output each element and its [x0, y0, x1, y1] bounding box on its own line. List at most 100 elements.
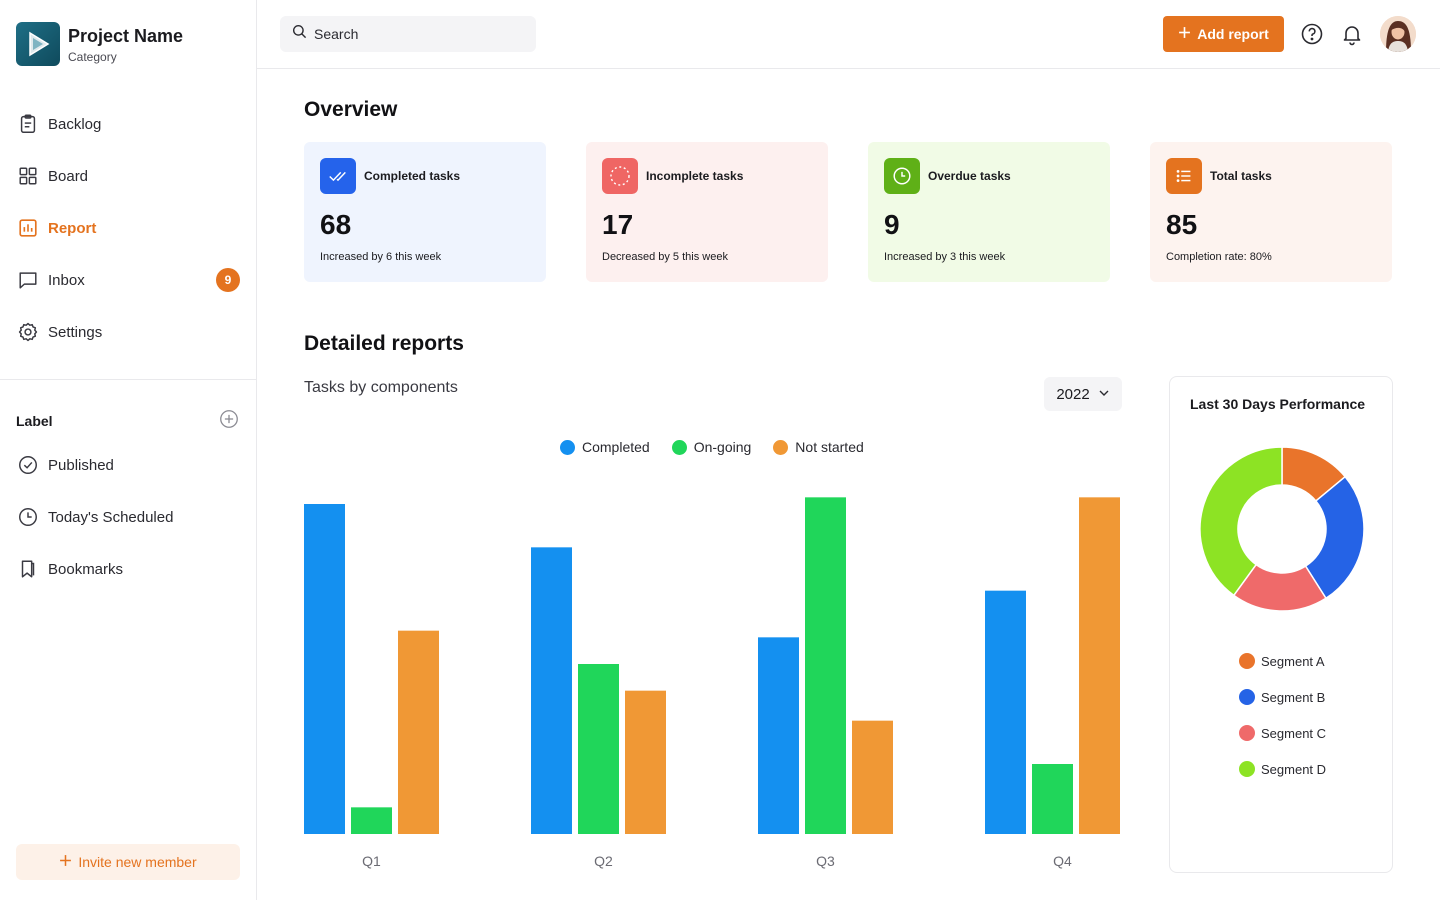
bar-q4-on-going[interactable] [1032, 764, 1073, 834]
top-bar: Add report [257, 0, 1440, 69]
bar-q1-not-started[interactable] [398, 630, 439, 834]
legend-item-not-started[interactable]: Not started [773, 439, 864, 455]
legend-label: Completed [582, 439, 650, 455]
stat-card-note: Completion rate: 80% [1166, 251, 1272, 263]
stat-card-note: Increased by 3 this week [884, 251, 1006, 263]
double-check-icon [320, 158, 356, 194]
detailed-reports-title: Detailed reports [304, 332, 464, 355]
grid-icon [16, 164, 40, 188]
legend-swatch [560, 439, 575, 455]
bookmark-icon [16, 557, 40, 581]
chart-icon [16, 216, 40, 240]
add-label-button[interactable] [218, 408, 240, 435]
bar-q3-completed[interactable] [758, 637, 799, 834]
nav-item-settings[interactable]: Settings [16, 306, 240, 358]
sidebar: Project Name Category Backlog Board [0, 0, 257, 900]
bar-q4-completed[interactable] [985, 590, 1026, 834]
legend-label: Segment D [1261, 761, 1327, 777]
label-list: Published Today's Scheduled Bookmarks [16, 439, 240, 595]
help-icon[interactable] [1300, 22, 1324, 46]
message-icon [16, 268, 40, 292]
label-item-text: Bookmarks [48, 560, 124, 578]
label-section-header: Label [16, 408, 240, 434]
bar-q3-not-started[interactable] [852, 720, 893, 834]
stat-card-incomplete: Incomplete tasks 17 Decreased by 5 this … [586, 142, 828, 282]
main-nav: Backlog Board Report [16, 98, 240, 358]
legend-label: Segment C [1261, 725, 1327, 741]
nav-item-report[interactable]: Report [16, 202, 240, 254]
overview-title: Overview [304, 98, 398, 121]
donut-legend: Segment A Segment B Segment C Segment D [1239, 643, 1326, 787]
chevron-down-icon [1098, 386, 1110, 403]
search-input[interactable] [314, 26, 514, 42]
bell-icon[interactable] [1340, 22, 1364, 46]
user-avatar[interactable] [1380, 16, 1416, 52]
x-tick-label: Q2 [594, 853, 613, 869]
stat-card-overdue: Overdue tasks 9 Increased by 3 this week [868, 142, 1110, 282]
legend-item-segment-c[interactable]: Segment C [1239, 715, 1326, 751]
search-box[interactable] [280, 16, 536, 52]
donut-slice-segment-b[interactable] [1304, 475, 1365, 600]
performance-card: Last 30 Days Performance Segment A Segme… [1169, 376, 1393, 873]
legend-label: Not started [795, 439, 864, 455]
check-circle-icon [16, 453, 40, 477]
legend-label: Segment B [1261, 689, 1326, 705]
legend-swatch [1239, 653, 1255, 669]
nav-item-backlog[interactable]: Backlog [16, 98, 240, 150]
stat-card-value: 85 [1166, 209, 1198, 240]
plus-icon [59, 854, 72, 870]
legend-swatch [773, 439, 789, 455]
label-item-text: Published [48, 456, 114, 474]
performance-title: Last 30 Days Performance [1190, 396, 1366, 412]
add-report-button[interactable]: Add report [1163, 16, 1284, 52]
clock-icon [884, 158, 920, 194]
legend-item-completed[interactable]: Completed [560, 439, 650, 455]
legend-item-ongoing[interactable]: On-going [671, 439, 752, 455]
brand[interactable]: Project Name Category [16, 22, 183, 66]
bar-q2-not-started[interactable] [625, 690, 666, 834]
invite-member-button[interactable]: Invite new member [16, 844, 240, 880]
bar-q2-on-going[interactable] [578, 664, 619, 834]
bar-q2-completed[interactable] [531, 547, 572, 834]
x-tick-label: Q3 [816, 853, 835, 869]
label-item-todays-scheduled[interactable]: Today's Scheduled [16, 491, 240, 543]
clipboard-icon [16, 112, 40, 136]
nav-item-inbox[interactable]: Inbox 9 [16, 254, 240, 306]
stat-card-title: Completed tasks [364, 169, 461, 183]
bar-q4-not-started[interactable] [1079, 497, 1120, 834]
label-item-text: Today's Scheduled [48, 508, 174, 526]
year-dropdown[interactable]: 2022 [1044, 377, 1122, 411]
legend-item-segment-b[interactable]: Segment B [1239, 679, 1326, 715]
label-item-published[interactable]: Published [16, 439, 240, 491]
stat-card-title: Overdue tasks [928, 169, 1011, 183]
stat-card-note: Decreased by 5 this week [602, 251, 728, 263]
nav-item-board[interactable]: Board [16, 150, 240, 202]
sidebar-divider [0, 379, 256, 380]
project-logo [16, 22, 60, 66]
bar-q3-on-going[interactable] [805, 497, 846, 834]
inbox-count-badge: 9 [216, 268, 240, 292]
legend-swatch [1239, 689, 1255, 705]
nav-label: Backlog [48, 115, 102, 133]
nav-label: Inbox [48, 271, 85, 289]
play-logo-icon [29, 31, 50, 57]
label-section-title: Label [16, 413, 53, 429]
legend-item-segment-a[interactable]: Segment A [1239, 643, 1326, 679]
legend-swatch [1239, 725, 1255, 741]
stat-card-note: Increased by 6 this week [320, 251, 442, 263]
stat-card-completed: Completed tasks 68 Increased by 6 this w… [304, 142, 546, 282]
donut-slice-segment-d[interactable] [1199, 446, 1283, 597]
bar-q1-on-going[interactable] [351, 807, 392, 834]
project-name: Project Name [68, 25, 184, 46]
year-dropdown-value: 2022 [1056, 385, 1090, 403]
bar-q1-completed[interactable] [304, 504, 345, 834]
label-item-bookmarks[interactable]: Bookmarks [16, 543, 240, 595]
legend-swatch [671, 439, 687, 455]
stat-card-value: 9 [884, 209, 900, 240]
legend-label: On-going [693, 439, 752, 455]
stat-card-title: Incomplete tasks [646, 169, 744, 183]
plus-circle-icon [220, 409, 238, 428]
nav-label: Report [48, 219, 97, 237]
legend-swatch [1239, 761, 1255, 777]
legend-item-segment-d[interactable]: Segment D [1239, 751, 1326, 787]
